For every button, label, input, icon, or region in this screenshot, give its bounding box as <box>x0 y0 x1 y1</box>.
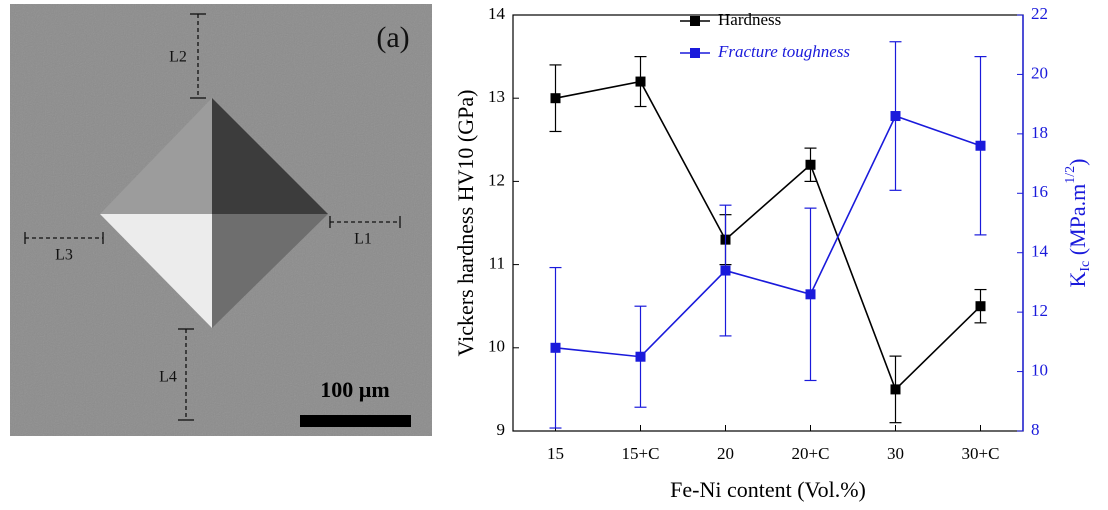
legend-label: Fracture toughness <box>717 42 850 61</box>
y2-axis-label: KIc (MPa.m1/2) <box>1063 159 1093 288</box>
y2-tick-label: 16 <box>1031 182 1048 201</box>
panel-label: (a) <box>376 21 409 54</box>
measurement-label: L2 <box>169 49 187 66</box>
data-point <box>890 111 901 122</box>
y2-axis-label-part: ) <box>1065 159 1090 166</box>
x-tick-label: 20+C <box>792 444 830 463</box>
y2-tick-label: 20 <box>1031 63 1048 82</box>
y2-axis-label-part: K <box>1065 272 1090 288</box>
data-point <box>975 140 986 151</box>
y2-tick-label: 18 <box>1031 123 1048 142</box>
x-tick-label: 30 <box>887 444 904 463</box>
y2-axis-label-part: 1/2 <box>1063 166 1078 184</box>
series-line <box>555 80 982 391</box>
y2-axis-label-part: (MPa.m <box>1065 184 1090 261</box>
y-tick-label: 14 <box>488 4 506 23</box>
y2-tick-label: 22 <box>1031 4 1048 23</box>
data-point <box>550 342 561 353</box>
series-line <box>555 115 981 358</box>
x-tick-label: 30+C <box>962 444 1000 463</box>
chart: 9 10 11 12 13 14 8 10 12 14 16 18 20 22 15 15+C 20 20+C 30… <box>453 4 1093 502</box>
measurement-label: L3 <box>55 247 73 264</box>
data-point <box>805 289 816 300</box>
plot-frame <box>512 14 1024 432</box>
y2-axis-label-part: Ic <box>1078 261 1093 272</box>
indent-face <box>212 98 328 214</box>
measurement-label: L1 <box>354 231 372 248</box>
crack-markers <box>24 13 401 421</box>
legend-marker <box>690 16 700 26</box>
y-axis-label: Vickers hardness HV10 (GPa) <box>453 90 478 357</box>
data-point <box>805 159 816 170</box>
indent-face <box>100 214 212 328</box>
measurement-label: L4 <box>159 369 177 386</box>
y2-tick-label: 14 <box>1031 242 1049 261</box>
x-tick-label: 15 <box>547 444 564 463</box>
data-point <box>720 265 731 276</box>
x-tick-label: 20 <box>717 444 734 463</box>
scale-bar-label: 100 µm <box>320 377 390 402</box>
y-tick-label: 11 <box>489 254 505 273</box>
x-tick-label: 15+C <box>622 444 660 463</box>
legend-label: Hardness <box>718 10 781 29</box>
indent-face <box>212 214 328 328</box>
y-tick-label: 9 <box>497 420 506 439</box>
x-axis-label: Fe-Ni content (Vol.%) <box>670 477 866 502</box>
legend-marker <box>690 48 700 58</box>
scale-bar <box>300 415 411 427</box>
y2-tick-label: 8 <box>1031 420 1040 439</box>
data-point <box>975 301 986 312</box>
y-tick-label: 13 <box>488 87 505 106</box>
data-point <box>550 93 561 104</box>
data-point <box>635 351 646 362</box>
y-tick-label: 12 <box>488 170 505 189</box>
data-point <box>635 76 646 87</box>
micrograph: L1 L2 L3 L4 (a) 100 µm <box>10 4 432 436</box>
y-tick-label: 10 <box>488 337 505 356</box>
indent-face <box>100 98 212 214</box>
y2-tick-label: 12 <box>1031 301 1048 320</box>
y2-tick-label: 10 <box>1031 360 1048 379</box>
data-point <box>890 384 901 395</box>
